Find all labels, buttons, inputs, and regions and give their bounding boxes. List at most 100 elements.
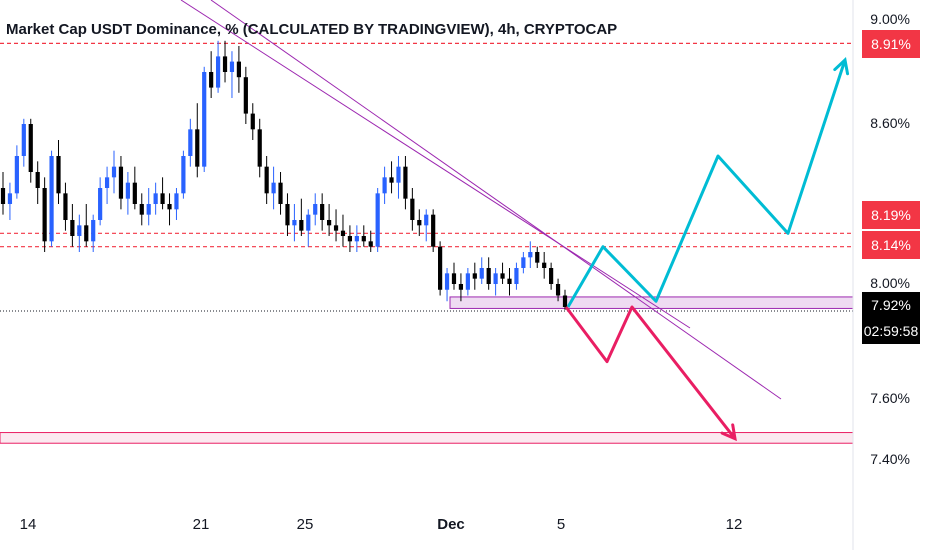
candle-body bbox=[313, 204, 318, 215]
candle-body bbox=[153, 193, 158, 204]
projection-arrowhead bbox=[833, 57, 850, 76]
candle-body bbox=[215, 56, 221, 88]
y-tick-label: 9.00% bbox=[870, 11, 910, 27]
candle-body bbox=[403, 166, 408, 199]
candle-body bbox=[472, 273, 477, 279]
candle-body bbox=[389, 177, 394, 183]
resistance-price-badge: 8.91% bbox=[862, 30, 920, 58]
level-lines bbox=[0, 42, 853, 312]
candle-body bbox=[70, 220, 75, 236]
candle-body bbox=[431, 214, 436, 247]
x-tick-label: Dec bbox=[437, 516, 465, 533]
candle-body bbox=[514, 268, 519, 284]
candle-body bbox=[209, 72, 214, 88]
candle-body bbox=[458, 284, 464, 290]
candle-body bbox=[438, 246, 443, 290]
candle-body bbox=[125, 182, 130, 199]
projection-arrowhead bbox=[720, 423, 737, 442]
candles bbox=[0, 40, 568, 310]
candle-body bbox=[0, 188, 6, 204]
candle-body bbox=[465, 273, 470, 290]
candle-body bbox=[354, 236, 359, 242]
x-tick-label: 21 bbox=[192, 516, 210, 533]
candle-body bbox=[451, 273, 457, 284]
candle-body bbox=[396, 166, 401, 183]
candle-body bbox=[174, 193, 179, 210]
candle-body bbox=[56, 156, 61, 194]
candle-body bbox=[562, 295, 568, 307]
candle-body bbox=[368, 241, 373, 247]
candle-body bbox=[167, 204, 172, 210]
candle-body bbox=[236, 61, 242, 78]
x-tick-label: 5 bbox=[556, 516, 566, 533]
candle-body bbox=[84, 225, 89, 242]
candle-body bbox=[14, 156, 19, 194]
candle-body bbox=[507, 278, 512, 284]
candle-body bbox=[42, 188, 47, 242]
candle-body bbox=[195, 129, 200, 167]
candle-body bbox=[229, 61, 235, 72]
x-tick-label: 25 bbox=[296, 516, 314, 533]
y-tick-label: 7.60% bbox=[870, 390, 910, 406]
candle-body bbox=[111, 166, 117, 178]
current-price-badge: 7.92% bbox=[862, 292, 920, 318]
candle-body bbox=[63, 193, 68, 220]
candle-body bbox=[132, 182, 137, 204]
candle-body bbox=[493, 273, 498, 284]
candle-body bbox=[104, 177, 110, 188]
candle-body bbox=[486, 268, 491, 284]
candle-body bbox=[410, 198, 415, 220]
candle-body bbox=[444, 273, 450, 290]
candle-body bbox=[21, 124, 26, 156]
trendlines bbox=[180, 0, 782, 400]
candle-body bbox=[264, 166, 269, 194]
candle-body bbox=[250, 113, 255, 130]
candle-body bbox=[424, 214, 429, 226]
candle-body bbox=[500, 273, 505, 279]
candle-body bbox=[91, 220, 96, 242]
candle-body bbox=[535, 252, 540, 263]
trendline bbox=[210, 0, 782, 400]
candle-body bbox=[333, 225, 339, 231]
candle-body bbox=[118, 166, 124, 199]
candle-body bbox=[222, 56, 228, 72]
countdown-badge: 02:59:58 bbox=[862, 318, 920, 344]
candle-body bbox=[243, 77, 248, 114]
candle-body bbox=[292, 220, 297, 226]
candle-body bbox=[285, 204, 290, 226]
candle-body bbox=[347, 236, 353, 242]
projections bbox=[564, 57, 850, 442]
candle-body bbox=[306, 214, 311, 231]
candle-body bbox=[202, 72, 207, 167]
support-zones bbox=[0, 296, 854, 444]
candle-body bbox=[160, 193, 165, 204]
candle-body bbox=[28, 124, 33, 172]
y-tick-label: 8.00% bbox=[870, 275, 910, 291]
x-tick-label: 12 bbox=[725, 516, 743, 533]
y-tick-label: 7.40% bbox=[870, 451, 910, 467]
candle-body bbox=[257, 129, 262, 167]
candle-body bbox=[299, 220, 304, 231]
y-tick-label: 8.60% bbox=[870, 115, 910, 131]
candle-body bbox=[35, 172, 40, 188]
candle-body bbox=[188, 129, 193, 156]
candle-body bbox=[479, 268, 484, 279]
candle-body bbox=[320, 204, 325, 220]
level-b-price-badge: 8.14% bbox=[862, 231, 920, 259]
candle-body bbox=[528, 252, 533, 258]
candle-body bbox=[98, 188, 103, 220]
candle-body bbox=[271, 182, 276, 194]
level-a-price-badge: 8.19% bbox=[862, 201, 920, 229]
candle-body bbox=[521, 257, 526, 268]
candle-body bbox=[555, 284, 561, 296]
candle-body bbox=[146, 204, 151, 215]
candle-body bbox=[278, 182, 283, 204]
candle-body bbox=[49, 156, 54, 242]
trendline bbox=[180, 0, 691, 329]
candle-body bbox=[181, 156, 186, 194]
chart-title: Market Cap USDT Dominance, % (CALCULATED… bbox=[6, 21, 618, 38]
candle-body bbox=[417, 220, 422, 226]
projection-path bbox=[564, 305, 737, 440]
candle-body bbox=[549, 268, 554, 284]
